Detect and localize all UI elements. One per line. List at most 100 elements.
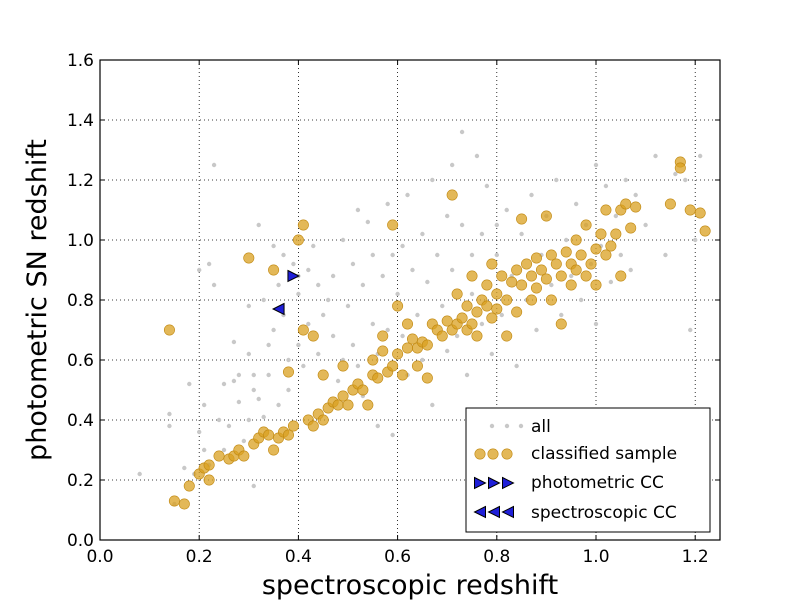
classified-point bbox=[471, 306, 483, 318]
classified-point bbox=[664, 198, 676, 210]
all-point bbox=[201, 447, 207, 453]
classified-point bbox=[168, 495, 180, 507]
all-point bbox=[236, 372, 242, 378]
classified-point bbox=[486, 312, 498, 324]
all-point bbox=[216, 417, 222, 423]
all-point bbox=[479, 231, 485, 237]
classified-point bbox=[282, 429, 294, 441]
classified-point bbox=[481, 279, 493, 291]
classified-point bbox=[674, 162, 686, 174]
all-point bbox=[395, 291, 400, 297]
classified-point bbox=[362, 399, 374, 411]
classified-point bbox=[367, 354, 379, 366]
classified-point bbox=[307, 330, 319, 342]
all-point bbox=[435, 252, 440, 258]
classified-point bbox=[600, 204, 612, 216]
classified-point bbox=[268, 444, 280, 456]
legend-marker-spectroscopic-cc bbox=[487, 505, 500, 519]
all-point bbox=[316, 351, 321, 357]
classified-point bbox=[605, 240, 617, 252]
classified-point bbox=[545, 249, 557, 261]
classified-point bbox=[421, 372, 433, 384]
all-point bbox=[430, 177, 435, 183]
classified-point bbox=[585, 258, 597, 270]
all-point bbox=[167, 423, 172, 429]
all-point bbox=[226, 423, 232, 429]
all-point bbox=[549, 282, 554, 288]
y-tick-label: 0.8 bbox=[67, 291, 94, 311]
all-point bbox=[449, 162, 455, 168]
classified-point bbox=[511, 264, 523, 276]
all-point bbox=[459, 129, 465, 135]
all-point bbox=[256, 222, 261, 228]
classified-point bbox=[243, 252, 255, 264]
all-point bbox=[316, 282, 321, 288]
all-point bbox=[311, 243, 316, 249]
classified-point bbox=[297, 219, 309, 231]
x-tick-label: 0.8 bbox=[483, 547, 510, 567]
legend-marker-all bbox=[504, 423, 510, 429]
classified-point bbox=[496, 270, 508, 282]
all-point bbox=[380, 273, 385, 279]
all-point bbox=[211, 162, 217, 168]
classified-point bbox=[580, 270, 592, 282]
all-point bbox=[469, 291, 475, 297]
all-point bbox=[390, 252, 395, 258]
all-point bbox=[628, 267, 633, 273]
all-point bbox=[688, 327, 693, 333]
all-point bbox=[693, 237, 698, 243]
classified-point bbox=[580, 219, 592, 231]
classified-point bbox=[377, 345, 389, 357]
all-point bbox=[519, 231, 524, 237]
classified-point bbox=[466, 318, 478, 330]
all-point bbox=[593, 321, 599, 327]
y-tick-label: 0.4 bbox=[67, 411, 94, 431]
classified-point bbox=[535, 264, 547, 276]
x-axis-label: spectroscopic redshift bbox=[262, 570, 558, 600]
classified-point bbox=[263, 429, 275, 441]
all-point bbox=[499, 312, 504, 318]
all-point bbox=[281, 252, 286, 258]
all-point bbox=[405, 192, 410, 198]
classified-point bbox=[521, 258, 533, 270]
all-point bbox=[633, 192, 638, 198]
all-point bbox=[504, 207, 509, 213]
classified-point bbox=[555, 318, 567, 330]
all-point bbox=[370, 252, 375, 258]
classified-point bbox=[203, 474, 215, 486]
all-point bbox=[137, 471, 142, 477]
classified-point bbox=[506, 276, 518, 288]
classified-point bbox=[570, 234, 582, 246]
classified-point bbox=[491, 288, 503, 300]
x-tick-label: 0.2 bbox=[186, 547, 213, 567]
classified-point bbox=[540, 210, 552, 222]
classified-point bbox=[590, 243, 602, 255]
all-point bbox=[330, 333, 336, 339]
all-point bbox=[246, 303, 251, 309]
all-point bbox=[261, 297, 266, 303]
all-point bbox=[221, 381, 227, 387]
classified-point bbox=[486, 258, 498, 270]
x-tick-label: 0.6 bbox=[384, 547, 411, 567]
classified-point bbox=[560, 246, 572, 258]
all-point bbox=[286, 387, 291, 393]
all-point bbox=[420, 231, 425, 237]
all-point bbox=[197, 267, 202, 273]
all-point bbox=[221, 447, 227, 453]
legend-marker-classified bbox=[501, 448, 513, 460]
classified-point bbox=[501, 294, 513, 306]
legend-marker-photometric-cc bbox=[488, 476, 501, 490]
classified-point bbox=[292, 234, 304, 246]
classified-point bbox=[516, 213, 528, 225]
x-tick-label: 0.4 bbox=[285, 547, 312, 567]
all-point bbox=[276, 282, 281, 288]
legend: all classified sample photometric CC spe… bbox=[465, 407, 711, 533]
legend-label-classified: classified sample bbox=[531, 444, 677, 464]
all-point bbox=[206, 261, 212, 267]
legend-marker-all bbox=[489, 423, 495, 429]
y-tick-label: 0.0 bbox=[67, 531, 94, 551]
all-point bbox=[494, 222, 499, 228]
classified-point bbox=[466, 270, 478, 282]
all-point bbox=[261, 414, 266, 420]
all-point bbox=[241, 438, 247, 444]
